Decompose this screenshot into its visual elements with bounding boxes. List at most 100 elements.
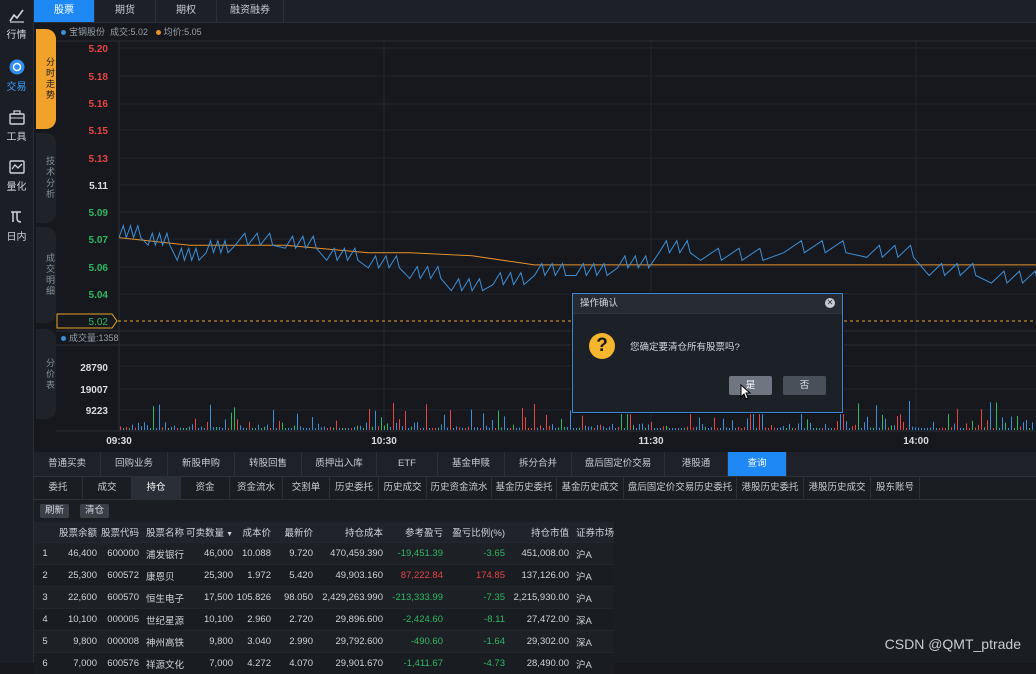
tab-futures[interactable]: 期货 [95, 0, 156, 22]
refresh-button[interactable]: 刷新 [40, 504, 69, 518]
tab-normal-trade[interactable]: 普通买卖 [34, 452, 101, 476]
subtab-hk-history-orders[interactable]: 港股历史委托 [737, 477, 804, 499]
sidebar-item-trade[interactable]: 交易 [0, 52, 33, 100]
sidebar-item-label: 工具 [7, 132, 27, 143]
volume-bar [210, 405, 211, 430]
table-row[interactable]: 2 25,300 600572 康恩贝 25,300 1.972 5.420 4… [34, 565, 614, 587]
table-row[interactable]: 1 46,400 600000 浦发银行 46,000 10.088 9.720… [34, 543, 614, 565]
volume-bar [516, 428, 517, 430]
table-row[interactable]: 3 22,600 600570 恒生电子 17,500 105.826 98.0… [34, 587, 614, 609]
subtab-delivery[interactable]: 交割单 [283, 477, 330, 499]
volume-bar [807, 419, 808, 430]
sidebar-item-quant[interactable]: 量化 [0, 152, 33, 200]
volume-bar [867, 417, 868, 430]
cell-name: 祥源文化 [142, 653, 186, 674]
subtab-funds[interactable]: 资金 [181, 477, 230, 499]
subtab-after-hours-history[interactable]: 盘后固定价交易历史委托 [624, 477, 737, 499]
confirm-no-button[interactable]: 否 [783, 376, 826, 395]
tab-price-table[interactable]: 分价表 [36, 329, 56, 419]
table-row[interactable]: 4 10,100 000005 世纪星源 10,100 2.960 2.720 … [34, 609, 614, 631]
tab-pledge[interactable]: 质押出入库 [302, 452, 377, 476]
trade-panel: 普通买卖 回购业务 新股申购 转股回售 质押出入库 ETF 基金申赎 拆分合并 … [34, 452, 1036, 663]
volume-bar [474, 427, 475, 430]
volume-bar [639, 424, 640, 430]
column-header[interactable]: 最新价 [274, 522, 316, 543]
volume-bar [489, 428, 490, 430]
volume-bar [903, 422, 904, 430]
sidebar-item-intraday[interactable]: 日内 [0, 202, 33, 250]
volume-bar [537, 428, 538, 430]
subtab-hk-history-trades[interactable]: 港股历史成交 [804, 477, 871, 499]
subtab-positions[interactable]: 持仓 [132, 477, 181, 499]
column-header[interactable]: 股票名称 [142, 522, 186, 543]
volume-bar [285, 428, 286, 430]
column-header[interactable]: 参考盈亏 [386, 522, 446, 543]
column-header-sorted[interactable]: 可卖数量▼ [186, 522, 236, 543]
subtab-history-fund-flow[interactable]: 历史资金流水 [427, 477, 492, 499]
tab-split-merge[interactable]: 拆分合并 [505, 452, 572, 476]
tab-fund-subscribe[interactable]: 基金申赎 [438, 452, 505, 476]
column-header[interactable]: 持仓成本 [316, 522, 386, 543]
column-header[interactable] [34, 522, 56, 543]
sidebar-item-label: 行情 [7, 30, 27, 41]
column-header[interactable]: 持仓市值 [508, 522, 572, 543]
tab-options[interactable]: 期权 [156, 0, 217, 22]
volume-bar [510, 428, 511, 430]
subtab-history-orders[interactable]: 历史委托 [330, 477, 379, 499]
column-header[interactable]: 成本价 [236, 522, 274, 543]
table-row[interactable]: 5 9,800 000008 神州高铁 9,800 3.040 2.990 29… [34, 631, 614, 653]
y-axis-ticks: 5.20 5.18 5.16 5.15 5.13 5.11 5.09 5.07 … [89, 44, 109, 301]
tab-query[interactable]: 查询 [728, 452, 787, 476]
column-header[interactable]: 证券市场 [572, 522, 614, 543]
volume-bar [1026, 420, 1027, 430]
volume-bar [945, 428, 946, 430]
volume-bar [381, 417, 382, 430]
subtab-history-trades[interactable]: 历史成交 [379, 477, 427, 499]
volume-bar [195, 419, 196, 430]
volume-bar [927, 428, 928, 430]
tab-after-hours[interactable]: 盘后固定价交易 [572, 452, 665, 476]
tab-ipo[interactable]: 新股申购 [168, 452, 235, 476]
volume-bar [699, 418, 700, 430]
tab-hk-connect[interactable]: 港股通 [665, 452, 728, 476]
volume-bar [636, 428, 637, 430]
tab-stock[interactable]: 股票 [34, 0, 95, 22]
column-header[interactable]: 股票余额 [56, 522, 100, 543]
volume-bar [1017, 416, 1018, 430]
y-tick-label: 5.16 [89, 99, 109, 110]
subtab-fund-history-trades[interactable]: 基金历史成交 [557, 477, 624, 499]
sidebar-item-market[interactable]: 行情 [0, 0, 33, 48]
subtab-trades[interactable]: 成交 [83, 477, 132, 499]
column-header[interactable]: 盈亏比例(%) [446, 522, 508, 543]
tab-trade-details[interactable]: 成交明细 [36, 227, 56, 323]
subtab-shareholder-account[interactable]: 股东账号 [871, 477, 920, 499]
cell-cost-price: 10.088 [236, 543, 274, 565]
volume-bar [252, 428, 253, 430]
clear-position-button[interactable]: 清仓 [80, 504, 109, 518]
x-tick-label: 11:30 [638, 436, 663, 447]
tab-technical-analysis[interactable]: 技术分析 [36, 133, 56, 223]
volume-bar [525, 417, 526, 430]
subtab-orders[interactable]: 委托 [34, 477, 83, 499]
tab-repo[interactable]: 回购业务 [101, 452, 168, 476]
cell-pnl-ratio: -1.64 [446, 631, 508, 653]
sidebar-item-tools[interactable]: 工具 [0, 102, 33, 150]
volume-bar [717, 428, 718, 430]
volume-bar [423, 428, 424, 430]
tab-etf[interactable]: ETF [377, 452, 438, 476]
tab-margin[interactable]: 融资融券 [217, 0, 284, 22]
cell-cost-price: 4.272 [236, 653, 274, 674]
row-index: 4 [34, 609, 56, 631]
column-header[interactable]: 股票代码 [100, 522, 142, 543]
tab-convert[interactable]: 转股回售 [235, 452, 302, 476]
subtab-fund-flow[interactable]: 资金流水 [230, 477, 283, 499]
table-row[interactable]: 6 7,000 600576 祥源文化 7,000 4.272 4.070 29… [34, 653, 614, 674]
cell-last-price: 4.070 [274, 653, 316, 674]
close-icon[interactable]: ✕ [825, 298, 835, 308]
subtab-fund-history-orders[interactable]: 基金历史委托 [492, 477, 557, 499]
cell-position-cost: 470,459.390 [316, 543, 386, 565]
volume-bar [504, 416, 505, 430]
tab-time-sharing[interactable]: 分时走势 [36, 29, 56, 129]
volume-bar [594, 428, 595, 430]
volume-bar [897, 416, 898, 430]
